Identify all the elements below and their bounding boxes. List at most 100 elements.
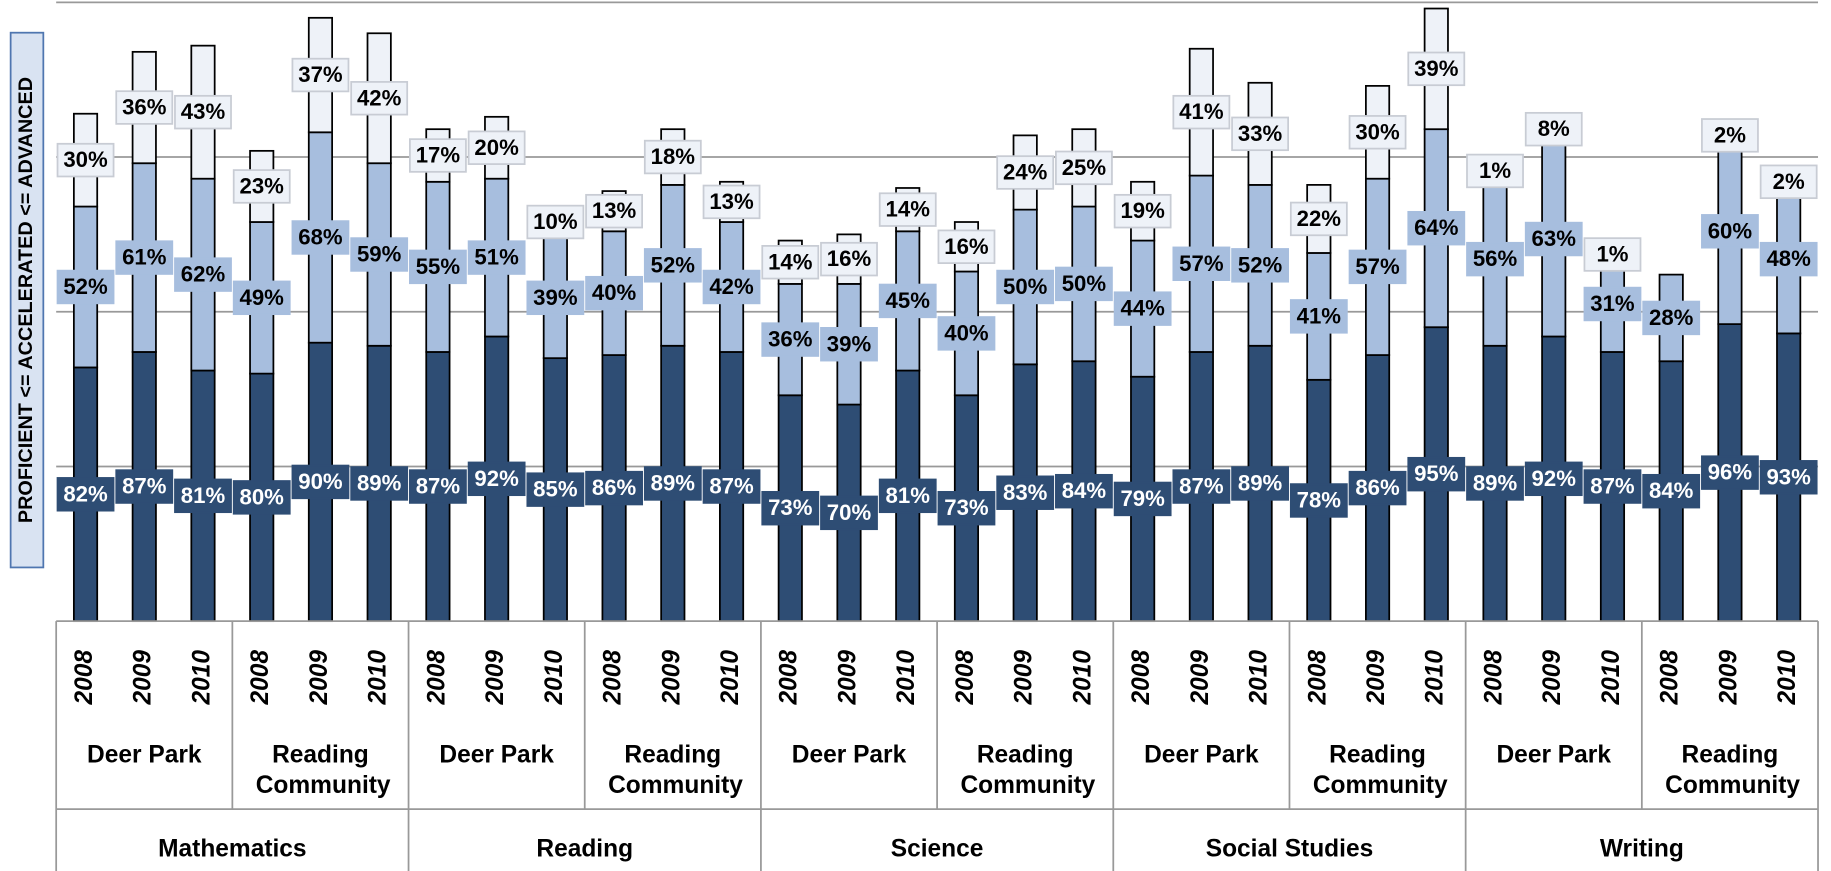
label-box [1231,116,1290,152]
label-box [409,138,467,173]
label-box [585,275,643,311]
data-label: 93% [1766,464,1811,489]
data-label: 89% [1473,470,1518,495]
label-box [643,248,702,283]
data-label: 87% [1179,474,1224,499]
group-label: Deer Park [87,741,202,769]
label-box [937,316,996,351]
data-label: 44% [1120,296,1165,321]
group-label-box: Reading Community [960,741,1096,799]
data-label: 16% [944,234,989,259]
data-label: 48% [1766,246,1811,271]
data-label: 2% [1773,169,1805,194]
data-label: 42% [709,274,754,299]
label-box [878,283,937,319]
label-box [1348,115,1407,150]
data-label: 89% [1238,470,1283,495]
data-label: 30% [63,147,108,172]
label-box [1172,246,1231,282]
data-label: 25% [1062,155,1107,180]
x-tick-label: 2010 [365,650,392,706]
data-label: 81% [886,483,931,508]
x-tick-label: 2010 [1246,650,1273,706]
x-tick-label: 2008 [1480,650,1507,706]
data-label: 23% [240,173,285,198]
label-box [467,240,526,275]
label-box [1701,455,1759,490]
data-label: 59% [357,242,402,267]
label-box [56,142,115,178]
data-label: 57% [1179,251,1224,276]
subject-label: Reading [536,835,633,862]
subject-label: Writing [1600,835,1684,862]
label-box [1583,286,1642,322]
data-label: 36% [768,327,813,352]
y-axis-label: PROFICIENT <= ACCELERATED <= ADVANCED [15,77,37,523]
data-label: 17% [416,143,461,168]
data-label: 16% [827,246,872,271]
label-box [232,280,291,316]
label-box [526,280,585,316]
label-box [585,193,643,229]
label-box [996,475,1055,510]
x-tick-label: 2009 [1539,650,1566,706]
label-box [1407,51,1466,87]
label-box [1524,221,1583,257]
data-label: 20% [474,135,519,160]
data-label: 28% [1649,305,1694,330]
data-label: 50% [1003,274,1048,299]
group-label-box: Reading Community [256,741,391,798]
data-label: 79% [1120,486,1165,511]
group-label-box: Reading Community [608,741,743,798]
data-label: 70% [827,500,872,525]
data-label: 1% [1596,242,1628,267]
label-box [1466,241,1524,277]
data-label: 87% [1590,474,1635,499]
label-box [937,229,996,264]
label-box [702,184,761,220]
x-tick-label: 2008 [1657,650,1684,706]
data-label: 52% [1238,252,1283,277]
label-box [643,139,702,175]
label-box [1759,460,1818,495]
label-box [1524,111,1583,147]
data-label: 55% [416,254,461,279]
label-box [232,480,291,515]
label-box [467,461,526,497]
label-box [1407,210,1466,246]
label-box [115,240,174,275]
label-box [585,470,643,506]
label-box [526,204,585,240]
data-label: 42% [357,85,402,110]
label-box [820,327,878,362]
data-label: 64% [1414,215,1459,240]
label-box [1583,237,1642,272]
data-label: 57% [1355,254,1400,279]
group-label: Reading Community [960,741,1096,799]
data-label: 24% [1003,160,1048,185]
x-tick-label: 2010 [1598,650,1625,706]
data-label: 89% [651,470,696,495]
label-box [1231,466,1290,501]
x-tick-label: 2010 [893,650,920,706]
data-label: 18% [651,144,696,169]
x-tick-label: 2009 [1011,650,1038,706]
label-box [1642,300,1701,336]
data-label: 41% [1297,303,1342,328]
label-box [996,155,1055,190]
label-box [1642,473,1701,509]
data-label: 1% [1479,158,1511,183]
label-box [1348,470,1407,506]
label-box [350,237,409,272]
label-box [174,257,232,292]
data-label: 2% [1714,122,1746,147]
data-label: 81% [181,483,226,508]
label-box [409,249,467,285]
group-label-box: Reading Community [1313,741,1448,798]
data-label: 43% [181,99,226,124]
group-label: Deer Park [1496,741,1611,769]
group-label: Reading Community [1665,741,1801,799]
data-label: 45% [886,288,931,313]
data-label: 87% [122,474,167,499]
x-tick-label: 2008 [600,650,627,706]
